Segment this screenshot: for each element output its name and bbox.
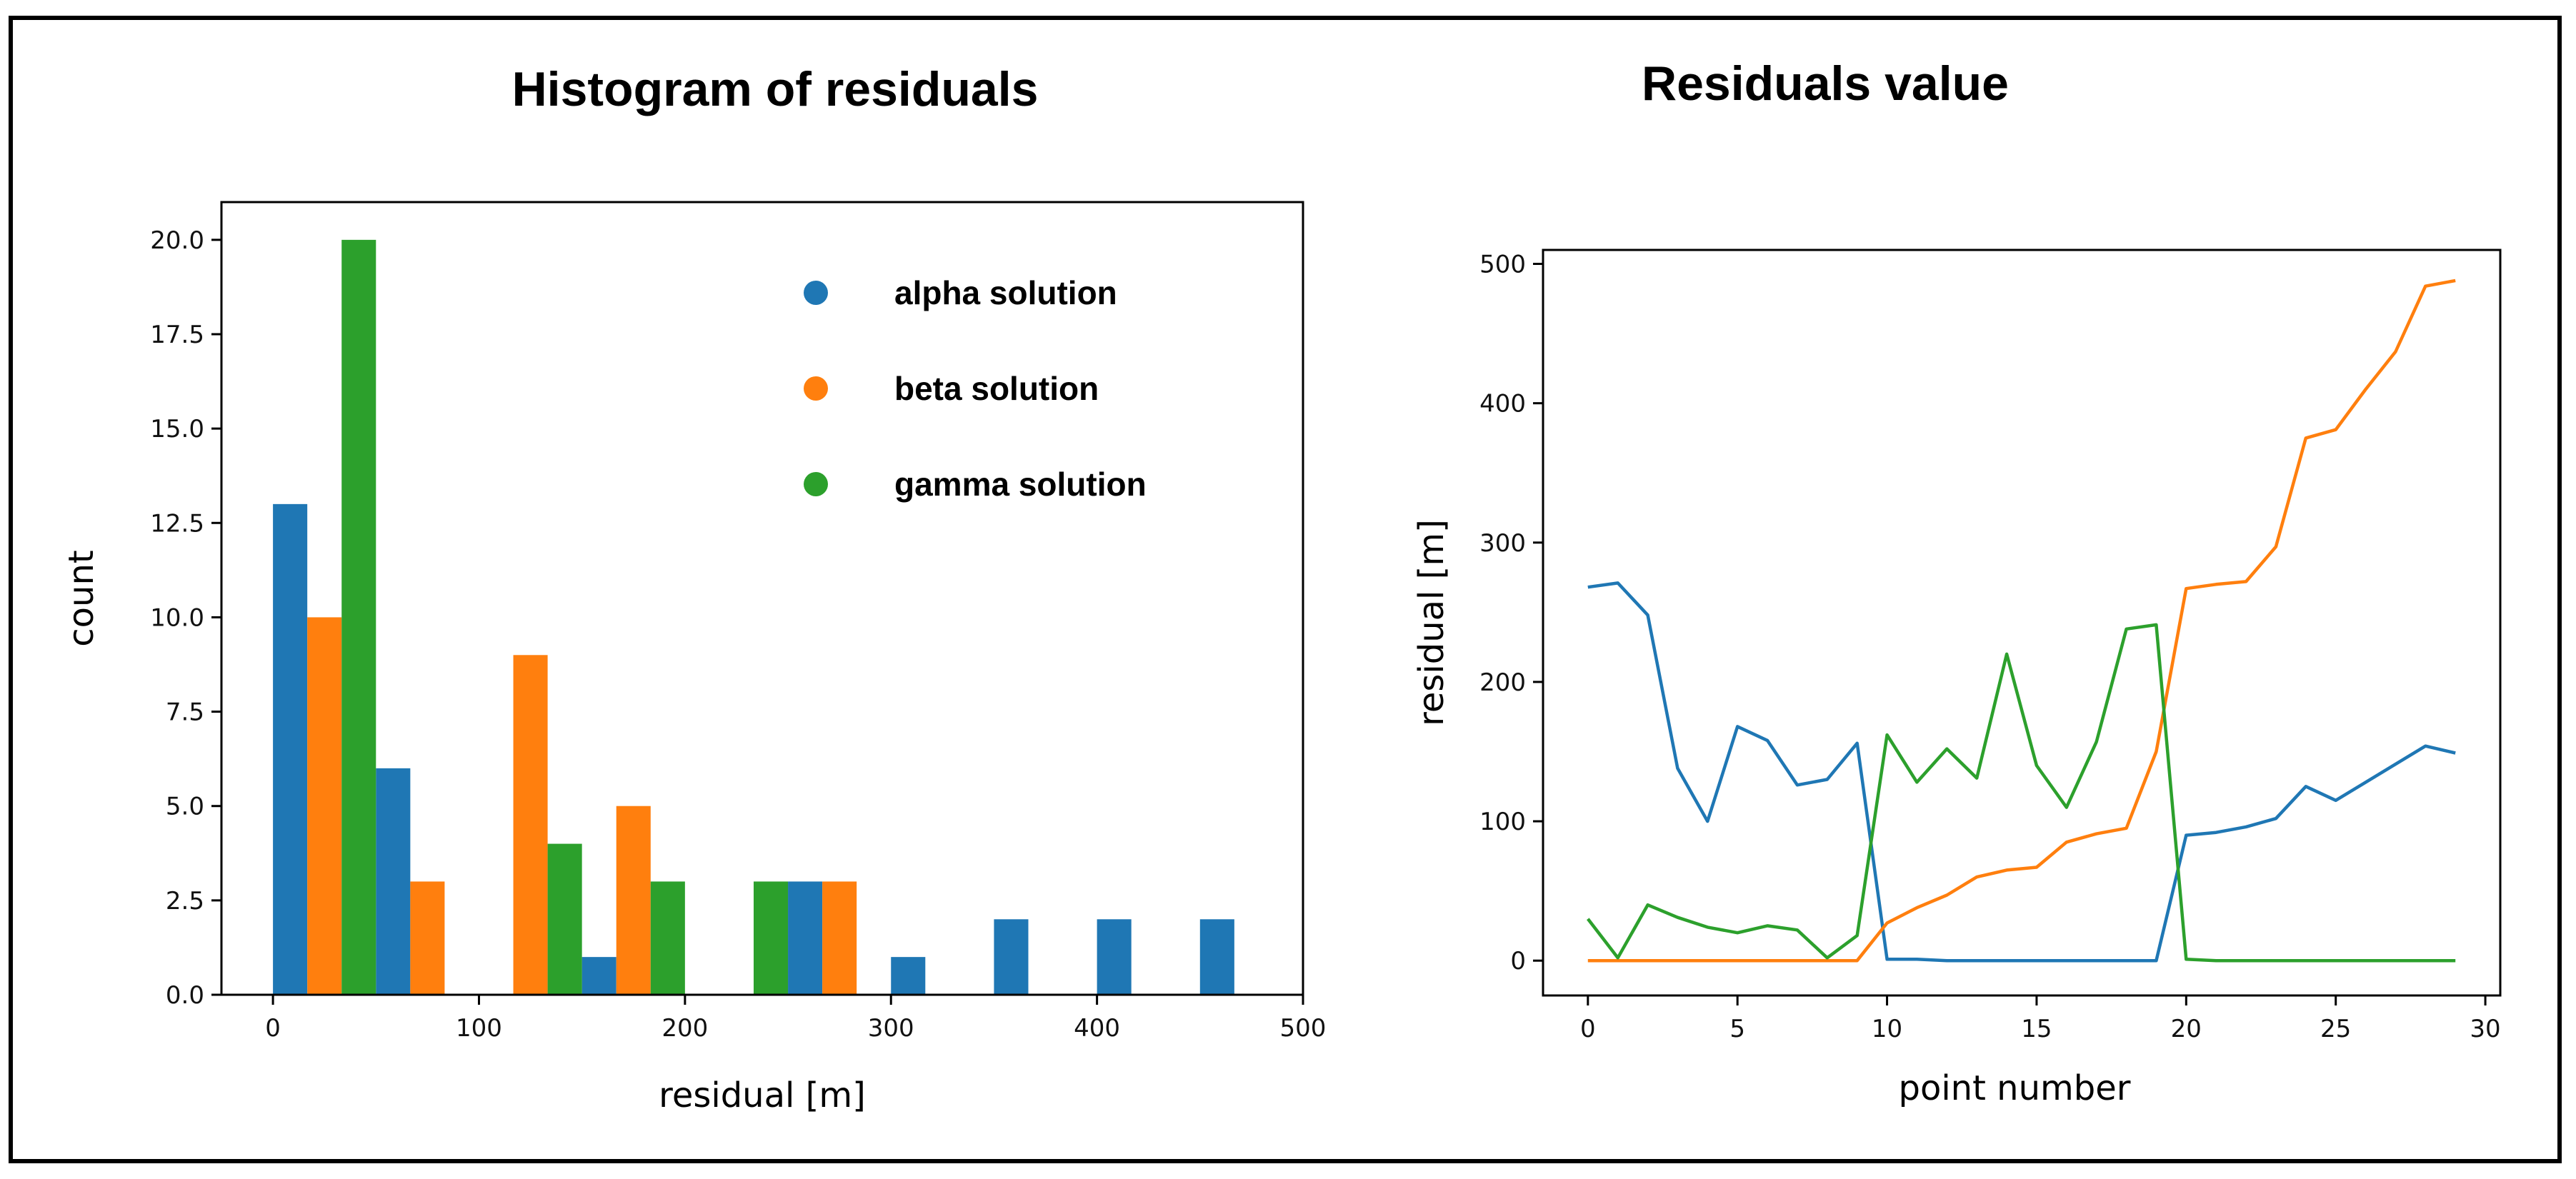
x-tick-label: 5 [1729,1015,1745,1043]
x-tick-label: 30 [2470,1015,2500,1043]
histogram-bar [581,957,616,995]
legend-marker [804,472,828,496]
y-tick-label: 400 [1479,390,1526,418]
y-tick-label: 500 [1479,251,1526,279]
y-tick-label: 10.0 [150,603,204,632]
histogram-bar [376,768,411,995]
histogram-x-label: residual [m] [659,1075,866,1115]
y-tick-label: 15.0 [150,415,204,443]
residuals-title: Residuals value [1642,56,2009,111]
histogram-axes-frame [220,201,1304,996]
residuals-series-lines [1587,279,2456,963]
y-tick-label: 12.5 [150,509,204,538]
series-line [1587,581,2456,963]
histogram-bar [753,881,789,995]
histogram-bar [1199,919,1234,995]
x-tick-label: 100 [456,1014,502,1043]
histogram-bar [341,239,376,995]
residuals-axes-frame [1542,249,2502,997]
histogram-chart: Histogram of residuals 0 100 200 300 400 500 … [61,62,1326,1115]
histogram-bar [891,957,926,995]
x-tick-label: 15 [2021,1015,2052,1043]
x-tick-label: 400 [1074,1014,1120,1043]
histogram-bar [547,843,582,995]
legend-label: gamma solution [894,466,1147,503]
series-line [1587,623,2456,963]
y-tick-label: 300 [1479,529,1526,558]
legend-marker [804,376,828,401]
histogram-bar [273,503,308,995]
x-tick-label: 10 [1872,1015,1902,1043]
residuals-line-chart: Residuals value 0 5 10 15 20 25 30 0 100 200 300 4… [1412,56,2502,1108]
residuals-x-label: point number [1898,1068,2130,1108]
histogram-bar [822,881,857,995]
y-tick-label: 0.0 [166,981,204,1010]
histogram-x-ticks: 0 100 200 300 400 500 [265,995,1326,1043]
y-tick-label: 200 [1479,668,1526,697]
histogram-y-ticks: 0.0 2.5 5.0 7.5 10.0 12.5 15.0 17.5 20.0 [150,226,221,1010]
y-tick-label: 17.5 [150,321,204,349]
histogram-bar [616,806,651,995]
y-tick-label: 7.5 [166,698,204,727]
x-tick-label: 500 [1280,1014,1327,1043]
histogram-legend: alpha solution beta solution gamma solutio… [804,274,1147,503]
x-tick-label: 20 [2171,1015,2202,1043]
x-tick-label: 0 [1580,1015,1596,1043]
histogram-bar [307,617,342,995]
histogram-bar [650,881,685,995]
y-tick-label: 20.0 [150,226,204,255]
y-tick-label: 0 [1510,947,1526,975]
y-tick-label: 5.0 [166,793,204,821]
histogram-bar [410,881,445,995]
residuals-y-label: residual [m] [1412,519,1452,726]
histogram-bar [1097,919,1132,995]
histogram-bar [788,881,823,995]
legend-label: alpha solution [894,274,1117,311]
legend-marker [804,281,828,305]
x-tick-label: 300 [868,1014,914,1043]
histogram-bars [273,239,1234,995]
histogram-bar [994,919,1029,995]
histogram-y-label: count [61,550,101,646]
residuals-x-ticks: 0 5 10 15 20 25 30 [1580,995,2501,1043]
legend-label: beta solution [894,370,1099,407]
x-tick-label: 0 [265,1014,281,1043]
x-tick-label: 25 [2320,1015,2351,1043]
y-tick-label: 100 [1479,808,1526,836]
histogram-title: Histogram of residuals [512,62,1039,116]
y-tick-label: 2.5 [166,887,204,915]
histogram-bar [513,655,548,995]
x-tick-label: 200 [662,1014,708,1043]
series-line [1587,279,2456,963]
residuals-y-ticks: 0 100 200 300 400 500 [1479,251,1543,975]
